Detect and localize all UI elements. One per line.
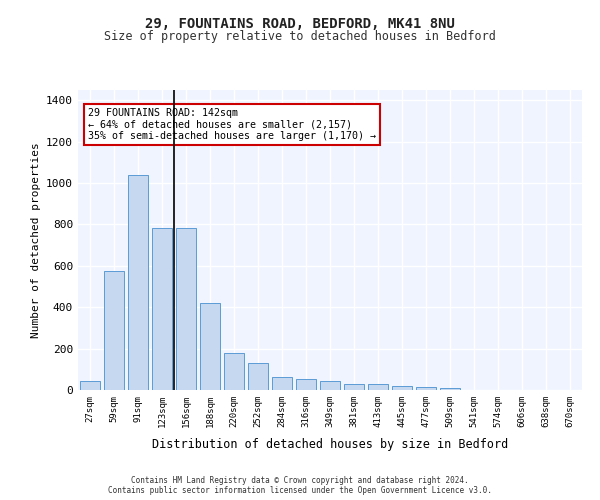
Text: 29 FOUNTAINS ROAD: 142sqm
← 64% of detached houses are smaller (2,157)
35% of se: 29 FOUNTAINS ROAD: 142sqm ← 64% of detac… xyxy=(88,108,376,141)
Text: Size of property relative to detached houses in Bedford: Size of property relative to detached ho… xyxy=(104,30,496,43)
Bar xyxy=(200,303,220,390)
Bar xyxy=(440,388,460,390)
Bar xyxy=(368,384,388,390)
Bar xyxy=(296,378,316,390)
Text: Contains HM Land Registry data © Crown copyright and database right 2024.
Contai: Contains HM Land Registry data © Crown c… xyxy=(108,476,492,495)
Bar xyxy=(104,271,124,390)
Bar xyxy=(344,384,364,390)
Bar xyxy=(176,228,196,390)
Bar xyxy=(248,363,268,390)
Text: 29, FOUNTAINS ROAD, BEDFORD, MK41 8NU: 29, FOUNTAINS ROAD, BEDFORD, MK41 8NU xyxy=(145,18,455,32)
Bar xyxy=(416,387,436,390)
Bar xyxy=(224,353,244,390)
Bar xyxy=(320,380,340,390)
Bar xyxy=(272,376,292,390)
Bar xyxy=(128,175,148,390)
Bar xyxy=(152,228,172,390)
Y-axis label: Number of detached properties: Number of detached properties xyxy=(31,142,41,338)
Bar xyxy=(80,380,100,390)
X-axis label: Distribution of detached houses by size in Bedford: Distribution of detached houses by size … xyxy=(152,438,508,451)
Bar xyxy=(392,386,412,390)
